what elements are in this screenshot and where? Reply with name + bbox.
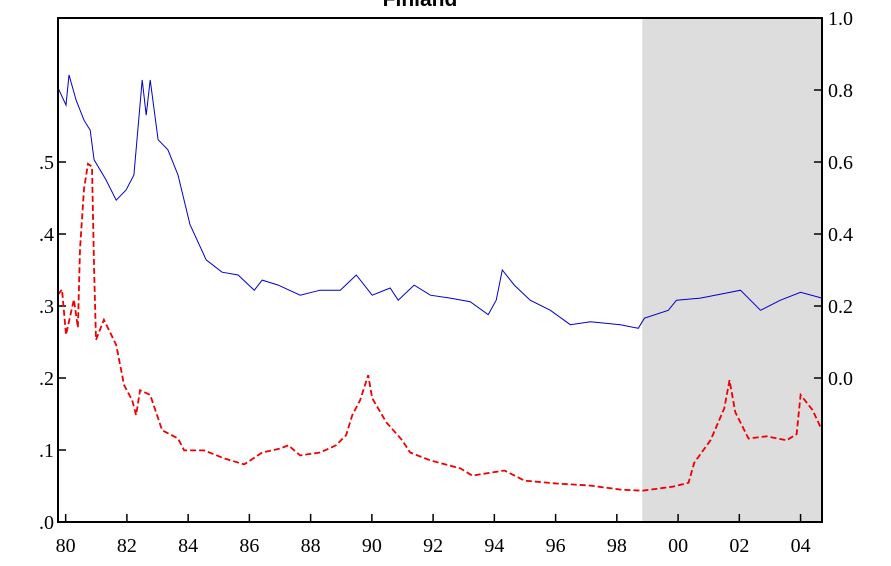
y2-tick-label: 0.4 [828, 224, 853, 246]
x-tick-label: 98 [607, 535, 627, 557]
x-tick-label: 04 [791, 535, 811, 557]
x-tick-label: 96 [546, 535, 566, 557]
x-tick-label: 90 [362, 535, 382, 557]
y-tick-label: .4 [39, 224, 54, 246]
y-tick-label: .1 [39, 440, 54, 462]
x-tick-label: 02 [729, 535, 749, 557]
x-tick-label: 80 [56, 535, 76, 557]
x-tick-label: 84 [178, 535, 198, 557]
y2-tick-label: 0.0 [828, 368, 853, 390]
y-tick-label: .2 [39, 368, 54, 390]
x-tick-label: 82 [117, 535, 137, 557]
series-line [57, 162, 823, 492]
y-tick-label: .3 [39, 296, 54, 318]
x-tick-label: 94 [484, 535, 504, 557]
x-tick-label: 88 [301, 535, 321, 557]
y2-tick-label: 0.2 [828, 296, 853, 318]
y2-tick-label: 0.6 [828, 152, 853, 174]
shaded-region [642, 18, 822, 522]
series-line [57, 74, 823, 329]
plot-frame [57, 17, 823, 523]
y2-tick-label: 1.0 [828, 8, 853, 30]
y-tick-label: .5 [39, 152, 54, 174]
chart-title: Finland [383, 0, 458, 11]
x-tick-label: 00 [668, 535, 688, 557]
y2-tick-label: 0.8 [828, 80, 853, 102]
y-tick-label: .0 [39, 512, 54, 534]
x-tick-label: 86 [239, 535, 259, 557]
x-tick-label: 92 [423, 535, 443, 557]
